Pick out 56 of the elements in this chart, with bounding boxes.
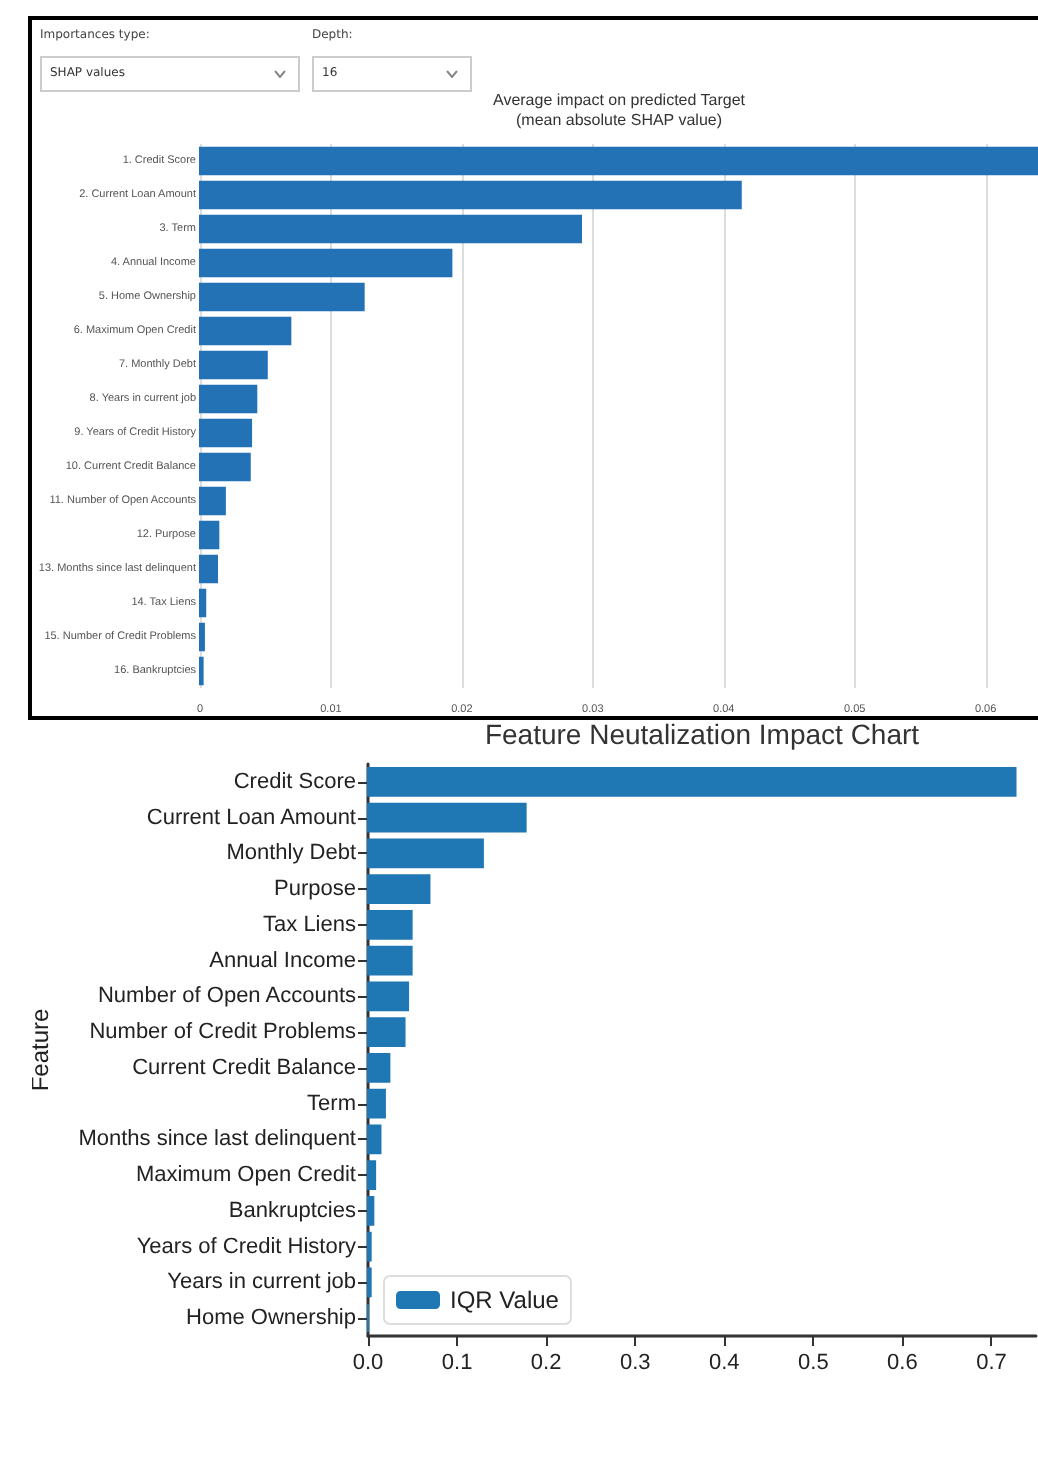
- y-tick-label: Years in current job: [167, 1270, 356, 1295]
- bar: [367, 838, 484, 869]
- x-tick-label: 0.5: [798, 1351, 829, 1375]
- bar: [199, 350, 268, 380]
- x-tick-label: 0.1: [441, 1351, 473, 1375]
- bar: [367, 1052, 391, 1083]
- y-tick-label: Home Ownership: [186, 1306, 356, 1331]
- x-tick-label: 0.3: [619, 1351, 651, 1375]
- legend-label: IQR Value: [450, 1286, 560, 1314]
- y-tick-label: Current Loan Amount: [146, 805, 356, 830]
- bar: [367, 1088, 386, 1119]
- chart-title: Feature Neutalization Impact Chart: [484, 718, 920, 750]
- x-tick-label: 0.4: [708, 1351, 740, 1375]
- bar: [199, 452, 251, 482]
- y-tick-label: Annual Income: [209, 948, 356, 973]
- bar: [199, 486, 226, 516]
- y-axis-title: Feature: [26, 1008, 54, 1092]
- bar: [199, 418, 253, 448]
- y-tick-label: Credit Score: [233, 769, 356, 794]
- bar: [367, 766, 1017, 797]
- bar: [199, 384, 258, 414]
- bar: [367, 874, 431, 905]
- chart-subtitle: (mean absolute SHAP value): [515, 111, 723, 129]
- bar: [367, 981, 410, 1012]
- bar: [367, 1160, 377, 1191]
- chart-title: Average impact on predicted Target: [492, 91, 747, 109]
- y-tick-label: Tax Liens: [263, 912, 357, 937]
- y-tick-label: Number of Credit Problems: [89, 1020, 357, 1045]
- bar: [199, 180, 742, 210]
- bar: [367, 1124, 382, 1155]
- y-tick-label: Monthly Debt: [226, 841, 356, 866]
- bar: [199, 520, 220, 550]
- bar: [199, 282, 365, 312]
- x-tick-label: 0.7: [976, 1351, 1007, 1375]
- y-tick-label: Number of Open Accounts: [97, 984, 357, 1009]
- bar: [367, 909, 413, 940]
- bar: [199, 316, 292, 346]
- bar: [367, 945, 413, 976]
- bar: [199, 214, 583, 244]
- y-tick-label: Bankruptcies: [228, 1198, 357, 1223]
- y-tick-label: Years of Credit History: [136, 1234, 357, 1259]
- bar: [367, 802, 527, 833]
- y-tick-label: Purpose: [274, 877, 356, 902]
- x-tick-label: 0.6: [887, 1351, 918, 1375]
- y-tick-label: Months since last delinquent: [78, 1127, 356, 1152]
- bar: [199, 554, 219, 584]
- bar: [199, 248, 453, 278]
- x-tick-label: 0.2: [530, 1351, 562, 1375]
- x-tick-label: 0.0: [352, 1351, 384, 1375]
- y-tick-label: Term: [307, 1091, 356, 1116]
- bar: [199, 588, 207, 618]
- bar: [367, 1195, 375, 1226]
- y-tick-label: Maximum Open Credit: [135, 1163, 356, 1188]
- bar: [199, 146, 1038, 176]
- y-tick-label: Current Credit Balance: [132, 1055, 356, 1080]
- bar: [367, 1017, 406, 1048]
